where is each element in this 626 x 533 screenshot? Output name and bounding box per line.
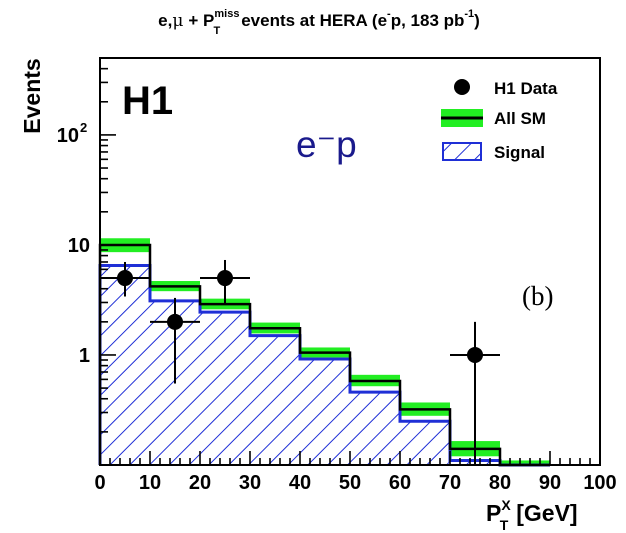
y-tick-exponent: 2 [80,120,87,135]
x-tick-label: 60 [389,472,411,494]
title-plus: + P [188,11,214,30]
x-tick-label: 40 [289,472,311,494]
data-point [117,270,133,287]
experiment-label: H1 [122,79,173,123]
legend-label-sm: All SM [494,109,546,128]
signal-bin [300,358,350,465]
x-tick-labels: 0 10 20 30 40 50 60 70 80 90 100 [94,472,616,494]
x-tick-label: 100 [583,472,616,494]
signal-bin [250,335,300,465]
beam-label: e⁻p [296,124,357,165]
x-axis-label: PX T [GeV] [486,497,578,533]
title-lumi-exp: -1 [464,8,474,20]
x-tick-label: 80 [489,472,511,494]
chart-title: e,μ + Pmiss Tevents at HERA (e-p, 183 pb-1… [158,8,480,37]
sm-step-line [98,243,550,467]
x-tick-label: 0 [94,472,105,494]
y-axis-label: Events [19,58,45,133]
data-point [467,346,483,363]
panel-label: (b) [522,281,553,311]
xlabel-sup: X [501,497,511,513]
signal-bin [100,265,150,465]
sm-band-bin [500,460,550,465]
legend-data-marker [454,79,470,95]
legend-label-data: H1 Data [494,79,558,98]
xlabel-main: P [486,500,501,526]
title-mu: μ [172,11,183,31]
title-minus: - [387,8,391,20]
signal-bin [350,392,400,465]
x-tick-label: 30 [239,472,261,494]
x-tick-label: 90 [539,472,561,494]
title-sup-miss: miss [214,8,239,20]
title-rest1: events at HERA (e [241,11,387,30]
y-tick-label: 1 [79,345,90,367]
title-prefix: e, [158,11,172,30]
axis-ticks [99,57,601,466]
signal-bin [400,421,450,465]
legend: H1 Data All SM Signal [441,79,558,162]
xlabel-unit: [GeV] [516,500,577,526]
title-rest2: p, 183 pb [391,11,465,30]
xlabel-sub: T [500,517,509,533]
x-tick-label: 50 [339,472,361,494]
legend-label-signal: Signal [494,143,545,162]
legend-signal-swatch [442,142,482,161]
y-tick-label: 10 [68,235,90,257]
data-point [167,313,183,330]
title-sub-t: T [213,25,220,37]
x-tick-label: 70 [439,472,461,494]
signal-bin [200,312,250,465]
x-tick-label: 10 [139,472,161,494]
data-points [100,259,500,465]
y-tick-label: 10 [57,125,79,147]
data-point [217,270,233,287]
sm-histogram [98,243,550,467]
title-close: ) [474,11,480,30]
signal-histogram [98,264,550,467]
x-tick-label: 20 [189,472,211,494]
